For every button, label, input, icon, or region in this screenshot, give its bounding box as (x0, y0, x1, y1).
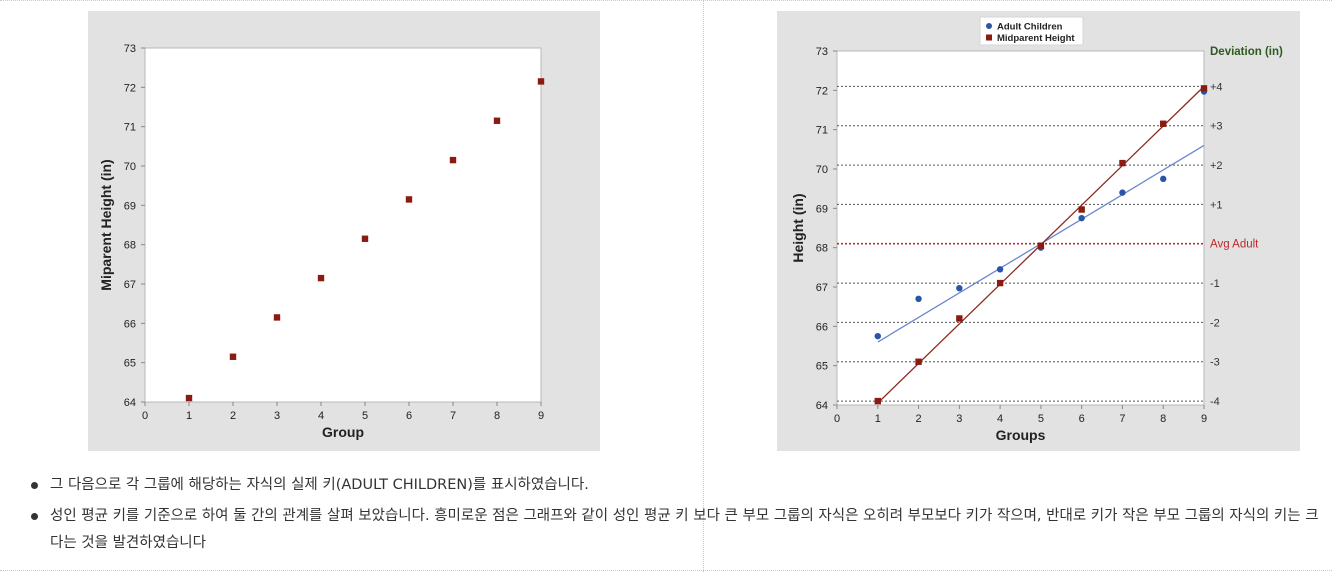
y-tick-label: 65 (124, 358, 136, 370)
data-point-square (317, 274, 325, 282)
x-tick-label: 7 (450, 410, 456, 422)
data-point-square (1078, 206, 1085, 213)
legend-label: Midparent Height (997, 33, 1075, 44)
x-tick-label: 2 (915, 413, 921, 425)
height-comparison-chart-frame: -4 -3 -2 -1 +1 +2 +3 +4 Avg Adult Deviation (in) 6… (777, 11, 1300, 451)
bullet-item: 성인 평균 키를 기준으로 하여 둘 간의 관계를 살펴 보았습니다. 흥미로운… (30, 503, 1320, 557)
y-axis-title: Height (in) (790, 193, 806, 262)
data-point-circle (1078, 214, 1085, 222)
plot-area (836, 50, 1205, 406)
midparent-chart-frame: 64 65 66 67 68 69 70 71 72 73 0 1 2 3 4 5 6 7 8 9 Group Mipar… (88, 11, 600, 451)
data-point-square (1200, 85, 1208, 92)
height-comparison-chart: -4 -3 -2 -1 +1 +2 +3 +4 Avg Adult Deviation (in) 6… (790, 16, 1283, 443)
x-axis-title: Groups (996, 427, 1046, 443)
y-tick-label: 69 (124, 200, 136, 212)
y-tick-label: 72 (816, 85, 828, 97)
deviation-tick-label: +4 (1210, 81, 1223, 93)
deviation-tick-label: +1 (1210, 199, 1223, 211)
x-tick-label: 3 (956, 413, 962, 425)
y-tick-label: 69 (816, 203, 828, 215)
legend-marker (986, 23, 992, 29)
y-tick-label: 72 (124, 82, 136, 94)
x-tick-label: 7 (1119, 413, 1125, 425)
x-tick-label: 0 (142, 410, 148, 422)
x-tick-label: 0 (834, 413, 840, 425)
y-tick-label: 66 (124, 318, 136, 330)
y-tick-label: 67 (124, 279, 136, 291)
y-tick-label: 66 (816, 321, 828, 333)
data-point-circle (915, 295, 922, 302)
y-tick-label: 68 (816, 243, 828, 255)
x-axis-title: Group (322, 424, 364, 440)
column-divider (703, 0, 704, 572)
data-point-circle (1119, 189, 1126, 196)
data-point-square (874, 397, 881, 405)
deviation-tick-label: -4 (1210, 396, 1220, 408)
data-point-circle (874, 332, 881, 340)
y-tick-label: 64 (816, 400, 828, 412)
x-tick-label: 6 (1079, 413, 1085, 425)
data-point-square (449, 156, 457, 164)
x-tick-label: 4 (318, 410, 324, 422)
data-point-square (405, 196, 413, 203)
y-tick-label: 73 (816, 46, 828, 58)
y-tick-label: 67 (816, 282, 828, 294)
deviation-tick-label: +2 (1210, 160, 1223, 172)
deviation-axis-title: Deviation (in) (1210, 46, 1283, 58)
y-tick-label: 71 (124, 122, 136, 134)
x-tick-label: 1 (875, 413, 881, 425)
data-point-square (956, 315, 963, 322)
data-point-square (185, 394, 193, 402)
y-tick-label: 70 (816, 164, 828, 176)
data-point-square (1037, 242, 1045, 249)
legend-marker (986, 34, 992, 41)
bullet-item: 그 다음으로 각 그룹에 해당하는 자식의 실제 키(ADULT CHILDRE… (30, 472, 1320, 499)
deviation-tick-label: +3 (1210, 121, 1223, 133)
y-tick-label: 71 (816, 125, 828, 137)
plot-area (144, 47, 542, 403)
data-point-circle (1160, 175, 1167, 183)
x-tick-label: 2 (230, 410, 236, 422)
x-tick-label: 6 (406, 410, 412, 422)
bullet-list: 그 다음으로 각 그룹에 해당하는 자식의 실제 키(ADULT CHILDRE… (30, 472, 1320, 561)
x-tick-label: 5 (362, 410, 368, 422)
data-point-square (273, 314, 281, 321)
y-tick-label: 70 (124, 161, 136, 173)
deviation-tick-label: -3 (1210, 357, 1220, 369)
data-point-square (229, 353, 237, 360)
x-tick-label: 1 (186, 410, 192, 422)
x-tick-label: 8 (494, 410, 500, 422)
data-point-square (537, 78, 545, 85)
data-point-square (493, 117, 501, 124)
legend-label: Adult Children (997, 22, 1063, 33)
data-point-circle (956, 284, 963, 292)
deviation-tick-label: -1 (1210, 278, 1220, 290)
y-tick-label: 64 (124, 397, 136, 409)
data-point-circle (996, 266, 1004, 273)
data-point-square (996, 279, 1004, 287)
y-tick-label: 73 (124, 43, 136, 55)
deviation-tick-label: -2 (1210, 317, 1220, 329)
x-tick-label: 4 (997, 413, 1003, 425)
legend-box (979, 16, 1084, 46)
y-tick-label: 65 (816, 361, 828, 373)
x-tick-label: 5 (1038, 413, 1044, 425)
top-divider (0, 0, 1332, 1)
x-tick-label: 9 (1201, 413, 1207, 425)
x-tick-label: 3 (274, 410, 280, 422)
data-point-square (1119, 159, 1126, 167)
x-tick-label: 9 (538, 410, 544, 422)
data-point-square (915, 358, 922, 365)
data-point-square (1160, 120, 1167, 127)
y-tick-label: 68 (124, 240, 136, 252)
x-tick-label: 8 (1160, 413, 1166, 425)
bottom-divider (0, 570, 1332, 571)
average-adult-label: Avg Adult (1210, 239, 1259, 251)
data-point-square (361, 235, 369, 242)
y-axis-title: Miparent Height (in) (98, 159, 114, 290)
